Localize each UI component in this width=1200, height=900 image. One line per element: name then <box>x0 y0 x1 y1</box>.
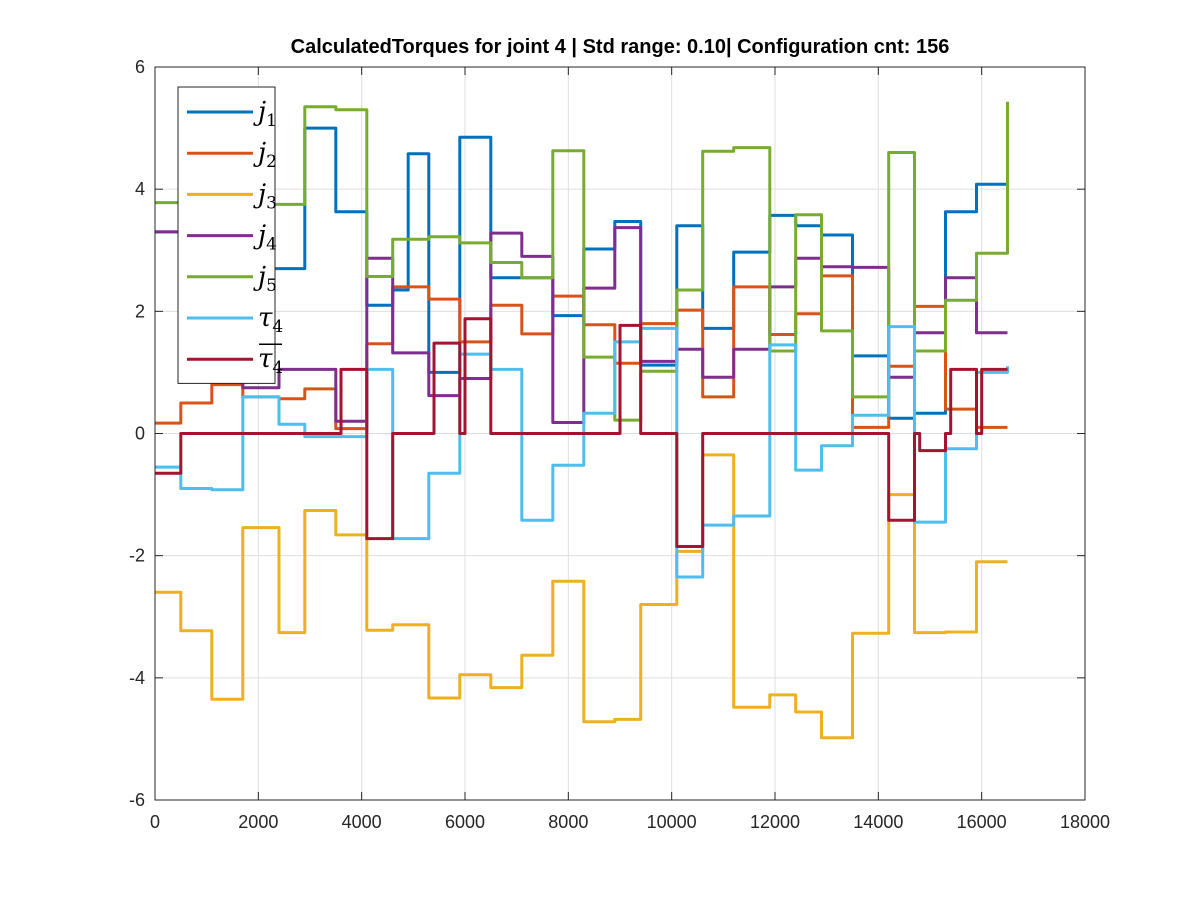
x-tick-label: 16000 <box>957 812 1007 832</box>
chart-title: CalculatedTorques for joint 4 | Std rang… <box>291 36 950 58</box>
x-tick-label: 4000 <box>342 812 382 832</box>
y-tick-label: -2 <box>129 546 145 566</box>
x-tick-label: 8000 <box>548 812 588 832</box>
y-tick-label: -4 <box>129 668 145 688</box>
x-tick-label: 2000 <box>238 812 278 832</box>
y-tick-label: 6 <box>135 57 145 77</box>
y-tick-label: 0 <box>135 424 145 444</box>
y-tick-label: -6 <box>129 790 145 810</box>
x-tick-label: 0 <box>150 812 160 832</box>
y-tick-label: 2 <box>135 301 145 321</box>
series-line-7 <box>155 317 1008 548</box>
series-line-4 <box>155 226 1008 424</box>
series-layer <box>155 101 1009 740</box>
series-line-6 <box>155 325 1009 579</box>
x-tick-label: 12000 <box>750 812 800 832</box>
x-tick-label: 14000 <box>853 812 903 832</box>
series-line-3 <box>155 453 1008 740</box>
legend-entry-6: τ4 <box>258 303 283 337</box>
x-tick-label: 6000 <box>445 812 485 832</box>
y-tick-label: 4 <box>135 179 145 199</box>
x-tick-label: 18000 <box>1060 812 1110 832</box>
plot-area-frame <box>154 66 1086 801</box>
axes: 0 2000 4000 6000 8000 10000 12000 14000 16000 180… <box>129 57 1110 832</box>
legend-entry-7: τ4 <box>258 344 283 378</box>
x-tick-label: 10000 <box>647 812 697 832</box>
